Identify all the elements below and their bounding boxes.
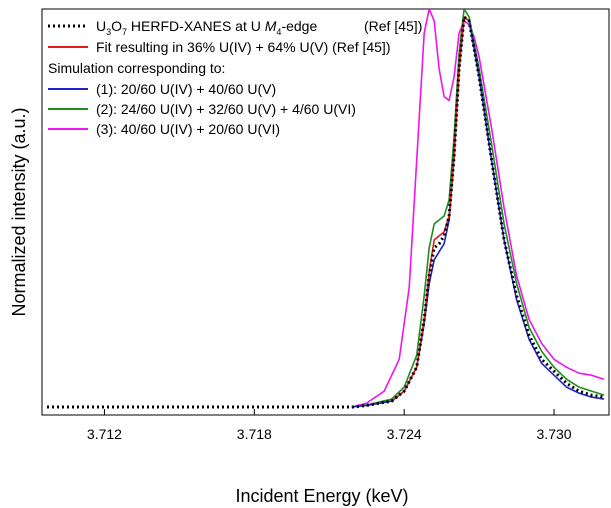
legend-entry-s3: (2): 24/60 U(IV) + 32/60 U(V) + 4/60 U(V…	[48, 101, 356, 117]
series-layer	[47, 9, 605, 409]
x-axis-title: Incident Energy (keV)	[235, 486, 408, 506]
legend-label-s3: (2): 24/60 U(IV) + 32/60 U(V) + 4/60 U(V…	[96, 101, 356, 117]
legend-label-s4: (3): 40/60 U(IV) + 20/60 U(VI)	[96, 121, 280, 137]
y-axis-title: Normalized intensity (a.u.)	[9, 107, 29, 316]
x-tick-label: 3.712	[87, 426, 122, 442]
x-tick-label: 3.730	[537, 426, 572, 442]
plot-frame	[41, 8, 610, 416]
legend-entry-s2: (1): 20/60 U(IV) + 40/60 U(V)	[48, 81, 276, 97]
x-tick-label: 3.718	[237, 426, 272, 442]
legend: U3O7 HERFD-XANES at U M4-edge (Ref [45]) …	[48, 18, 422, 137]
legend-label-s1: Fit resulting in 36% U(IV) + 64% U(V) (R…	[96, 39, 391, 55]
legend-entry-s4: (3): 40/60 U(IV) + 20/60 U(VI)	[48, 121, 280, 137]
legend-label-s0: U3O7 HERFD-XANES at U M4-edge (Ref [45])	[96, 18, 422, 37]
x-axis-ticks: 3.712 3.718 3.724 3.730	[87, 409, 572, 442]
series-line-s0	[47, 15, 605, 409]
legend-label-s2: (1): 20/60 U(IV) + 40/60 U(V)	[96, 81, 276, 97]
x-tick-label: 3.724	[387, 426, 422, 442]
series-line-s1	[391, 16, 470, 402]
legend-simulation-header: Simulation corresponding to:	[48, 60, 225, 76]
legend-entry-s0: U3O7 HERFD-XANES at U M4-edge (Ref [45])	[48, 18, 422, 37]
legend-entry-s1: Fit resulting in 36% U(IV) + 64% U(V) (R…	[48, 39, 391, 55]
